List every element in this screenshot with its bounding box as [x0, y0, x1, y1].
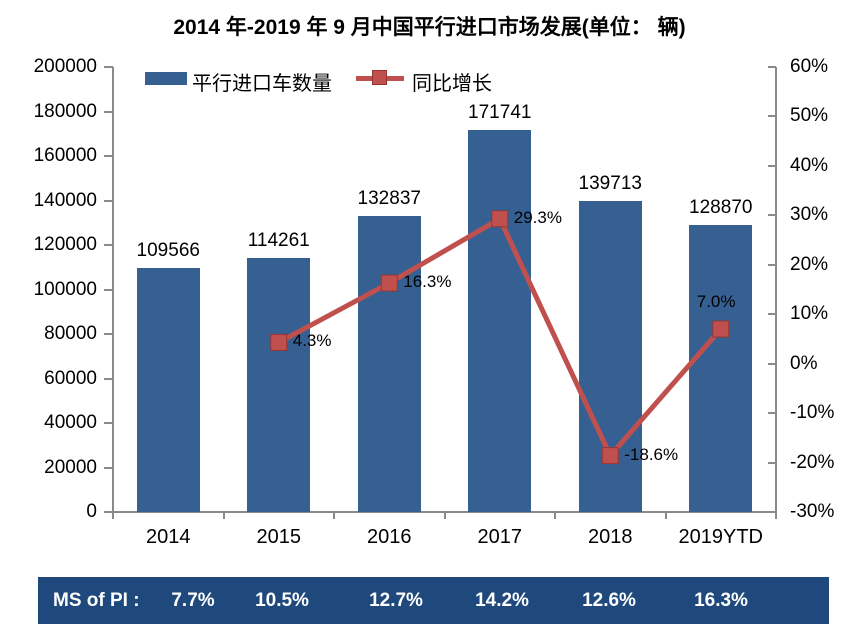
line-point-label: 7.0%: [696, 292, 736, 312]
y-axis-right-tick-mark: [768, 511, 776, 513]
bar-value-label: 128870: [689, 197, 753, 219]
y-axis-right-tick-label: 20%: [790, 253, 829, 275]
y-axis-right-tick-label: 40%: [790, 154, 829, 176]
x-axis-tick-mark: [222, 512, 225, 519]
legend-line-marker-icon: [372, 70, 387, 85]
y-axis-right-tick-mark: [768, 263, 776, 266]
y-axis-left-tick-mark: [104, 333, 113, 335]
y-axis-left-tick-label: 100000: [33, 278, 97, 300]
y-axis-right-tick-mark: [768, 362, 776, 365]
y-axis-left-tick-mark: [104, 288, 113, 291]
legend-line-label: 同比增长: [412, 73, 492, 95]
x-axis-label: 2018: [588, 526, 633, 548]
y-axis-left-tick-label: 60000: [44, 367, 97, 389]
y-axis-right-tick-mark: [768, 461, 776, 464]
ms-value-2014: 7.7%: [171, 590, 215, 611]
y-axis-left-tick-mark: [104, 377, 113, 380]
y-axis-left-tick-label: 200000: [33, 56, 97, 77]
bar: [136, 268, 200, 512]
y-axis-left-tick-mark: [104, 110, 113, 113]
ms-value-2019ytd: 16.3%: [694, 590, 748, 611]
y-axis-left-tick-mark: [104, 199, 113, 202]
y-axis-left-tick-label: 20000: [44, 456, 97, 478]
y-axis-right-tick-label: 50%: [790, 105, 829, 127]
y-axis-right-tick-mark: [768, 164, 776, 167]
x-axis-label: 2017: [477, 526, 523, 548]
ms-value-2016: 12.7%: [369, 590, 423, 611]
y-axis-right-tick-mark: [768, 412, 776, 415]
line-point-label: 16.3%: [403, 272, 452, 292]
y-axis-left: [112, 67, 114, 519]
y-axis-left-tick-label: 160000: [33, 145, 97, 166]
y-axis-left-tick-label: 120000: [33, 234, 97, 255]
y-axis-left-tick-mark: [104, 155, 113, 157]
x-axis-tick-mark: [333, 512, 335, 519]
x-axis-tick-mark: [775, 512, 777, 519]
bar: [578, 201, 642, 512]
x-axis-label: 2016: [367, 526, 412, 548]
y-axis-left-tick-mark: [104, 244, 113, 246]
y-axis-right-tick-label: 10%: [790, 303, 829, 325]
ms-value-2017: 14.2%: [475, 590, 529, 611]
line-point-label: 29.3%: [513, 207, 562, 227]
x-axis: [104, 511, 777, 513]
y-axis-right-tick-label: 30%: [790, 204, 829, 226]
y-axis-right-tick-mark: [768, 214, 776, 217]
y-axis-right-tick-mark: [768, 66, 776, 68]
y-axis-left-tick-label: 180000: [33, 100, 97, 122]
bar: [468, 129, 532, 512]
line-point-label: 4.3%: [292, 331, 332, 351]
x-axis-label: 2014: [146, 526, 191, 548]
bar: [357, 216, 421, 512]
x-axis-label: 2015: [256, 526, 302, 548]
y-axis-left-tick-mark: [104, 511, 113, 513]
x-axis-tick-mark: [443, 512, 446, 519]
y-axis-left-tick-label: 0: [86, 501, 97, 522]
bar: [247, 257, 311, 512]
line-point-label: -18.6%: [624, 444, 679, 464]
ms-value-2018: 12.6%: [582, 590, 636, 611]
y-axis-right-tick-label: -30%: [790, 501, 835, 522]
y-axis-left-tick-label: 140000: [33, 189, 97, 211]
legend-bar-label: 平行进口车数量: [192, 73, 332, 95]
bar-value-label: 114261: [247, 229, 310, 251]
y-axis-left-tick-mark: [104, 66, 113, 68]
y-axis-left-tick-mark: [104, 466, 113, 469]
y-axis-left-tick-label: 40000: [44, 412, 97, 433]
x-axis-label: 2019YTD: [678, 526, 764, 548]
y-axis-right-tick-mark: [768, 115, 776, 118]
x-axis-tick-mark: [112, 512, 114, 519]
bar-value-label: 132837: [357, 188, 421, 210]
y-axis-right-tick-label: 60%: [790, 56, 829, 77]
bar-value-label: 109566: [136, 240, 200, 262]
y-axis-left-tick-label: 80000: [44, 323, 97, 344]
legend-bar-swatch: [145, 72, 187, 85]
bar-value-label: 171741: [468, 101, 532, 123]
y-axis-right: [775, 67, 777, 512]
chart-title: 2014 年-2019 年 9 月中国平行进口市场发展(单位： 辆): [173, 16, 686, 39]
x-axis-tick-mark: [554, 512, 556, 519]
y-axis-right-tick-label: 0%: [790, 352, 818, 374]
bar: [689, 225, 753, 512]
ms-value-2015: 10.5%: [255, 590, 309, 611]
ms-banner-label: MS of PI :: [53, 590, 140, 611]
ms-banner: MS of PI : 7.7% 10.5% 12.7% 14.2% 12.6% …: [38, 577, 829, 624]
y-axis-left-tick-mark: [104, 422, 113, 424]
y-axis-right-tick-label: -20%: [790, 451, 835, 473]
y-axis-right-tick-label: -10%: [790, 402, 835, 424]
bar-value-label: 139713: [578, 173, 642, 195]
x-axis-tick-mark: [664, 512, 667, 519]
y-axis-right-tick-mark: [768, 313, 776, 316]
